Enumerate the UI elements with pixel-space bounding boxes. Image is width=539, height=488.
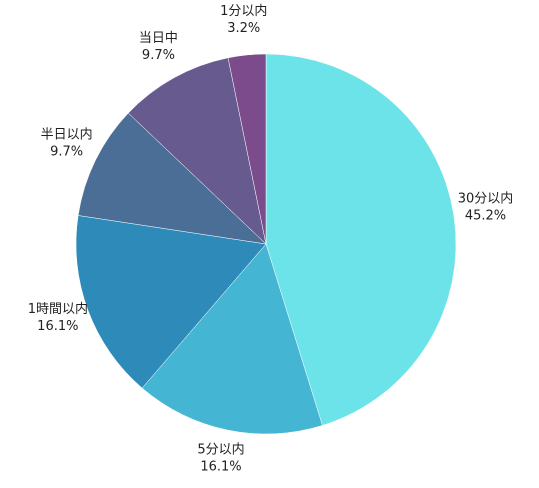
slice-value: 16.1% [200, 459, 241, 474]
pie-slice [77, 112, 267, 245]
slice-value: 45.2% [465, 209, 506, 224]
pie-slice [127, 57, 267, 245]
slice-category: 30分以内 [458, 191, 514, 207]
slice-label: 半日以内 9.7% [41, 126, 93, 159]
slice-value: 9.7% [50, 144, 83, 159]
slice-label: 5分以内 16.1% [197, 441, 244, 474]
slice-category: 当日中 [139, 31, 178, 46]
slice-label: 1分以内 3.2% [220, 3, 267, 36]
slice-category: 1時間以内 [28, 301, 88, 317]
slice-value: 9.7% [142, 48, 175, 63]
pie-slice [75, 215, 267, 389]
slice-value: 16.1% [37, 319, 78, 334]
slice-label: 30分以内 45.2% [458, 191, 514, 224]
slice-category: 半日以内 [41, 126, 93, 142]
slice-label: 当日中 9.7% [139, 31, 178, 63]
slice-category: 5分以内 [197, 441, 244, 457]
slice-category: 1分以内 [220, 3, 267, 19]
pie-slice [227, 53, 267, 245]
pie-slice [265, 53, 457, 426]
slice-value: 3.2% [227, 21, 260, 36]
slice-label: 1時間以内 16.1% [28, 301, 88, 334]
pie-slice [141, 243, 323, 435]
